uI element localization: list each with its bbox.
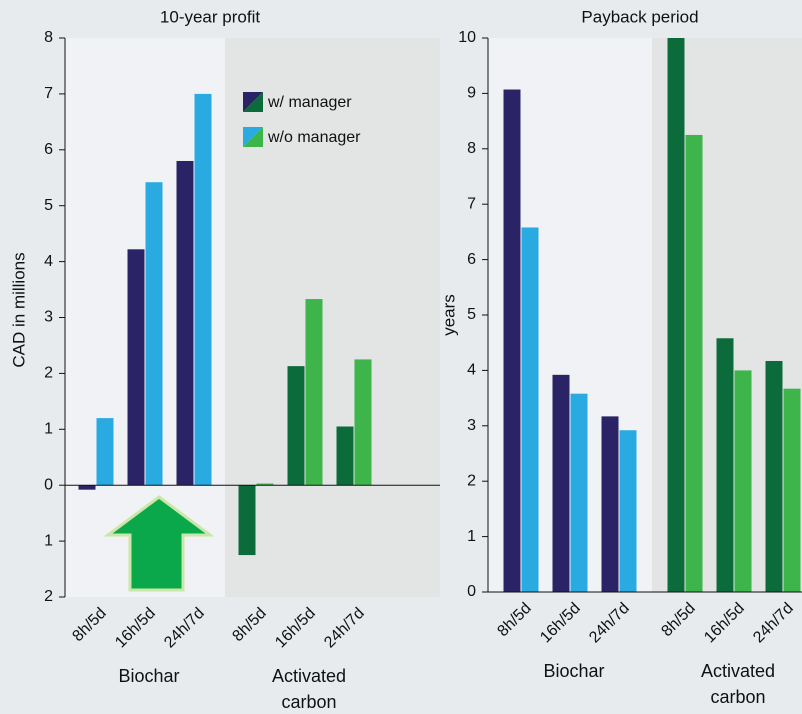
chart: 10-year profitCAD in millions8h/5d16h/5d… [0,0,802,714]
bar [602,416,619,592]
bar [784,389,801,592]
y-tick-label: 7 [467,195,476,212]
y-tick-label: 1 [44,532,53,549]
x-tick-label: 8h/5d [69,605,109,645]
x-tick-label: 8h/5d [658,600,698,640]
bar [620,430,637,592]
x-tick-label: 24h/7d [586,600,633,647]
y-tick-label: 6 [44,141,53,158]
page: 10-year profitCAD in millions8h/5d16h/5d… [0,0,802,714]
group-label: Activated carbon [683,658,793,710]
bar [79,485,96,489]
y-tick-label: 2 [467,472,476,489]
legend-label: w/ manager [267,94,352,111]
bar [355,359,372,485]
y-tick-label: 1 [44,421,53,438]
group-background [225,38,440,597]
bar [146,182,163,485]
y-tick-label: 5 [44,197,53,214]
bar [686,135,703,592]
y-tick-label: 10 [458,29,476,46]
y-tick-label: 8 [467,140,476,157]
y-axis-label: CAD in millions [9,252,28,367]
bar [766,361,783,592]
legend-label: w/o manager [267,129,361,146]
x-tick-label: 8h/5d [229,605,269,645]
bar [553,375,570,592]
group-label: Biochar [94,663,204,689]
y-tick-label: 4 [467,362,476,379]
x-tick-label: 8h/5d [494,600,534,640]
group-label: Biochar [519,658,629,684]
y-tick-label: 4 [44,253,53,270]
x-tick-label: 16h/5d [537,600,584,647]
y-tick-label: 8 [44,29,53,46]
y-axis-label: years [439,294,458,336]
y-tick-label: 3 [44,309,53,326]
chart-title: 10-year profit [160,7,260,26]
x-tick-label: 16h/5d [112,605,159,652]
y-tick-label: 3 [467,417,476,434]
bar [522,227,539,592]
x-tick-label: 24h/7d [750,600,797,647]
y-tick-label: 0 [467,583,476,600]
y-tick-label: 5 [467,306,476,323]
bar [735,370,752,592]
bar [504,90,521,592]
group-label: Activated carbon [254,663,364,714]
x-tick-label: 16h/5d [701,600,748,647]
bar [668,38,685,592]
bar [571,394,588,592]
y-tick-label: 2 [44,588,53,605]
y-tick-label: 7 [44,85,53,102]
y-tick-label: 9 [467,85,476,102]
bar [97,418,114,485]
y-tick-label: 2 [44,365,53,382]
x-tick-label: 16h/5d [272,605,319,652]
bar [239,485,256,555]
bar [717,338,734,592]
bar [337,427,354,486]
bar [306,299,323,485]
x-tick-label: 24h/7d [321,605,368,652]
bar [288,366,305,485]
y-tick-label: 6 [467,251,476,268]
y-tick-label: 0 [44,476,53,493]
bar [177,161,194,485]
x-tick-label: 24h/7d [161,605,208,652]
bar [128,249,145,485]
y-tick-label: 1 [467,528,476,545]
chart-title: Payback period [581,7,698,26]
bar [195,94,212,485]
